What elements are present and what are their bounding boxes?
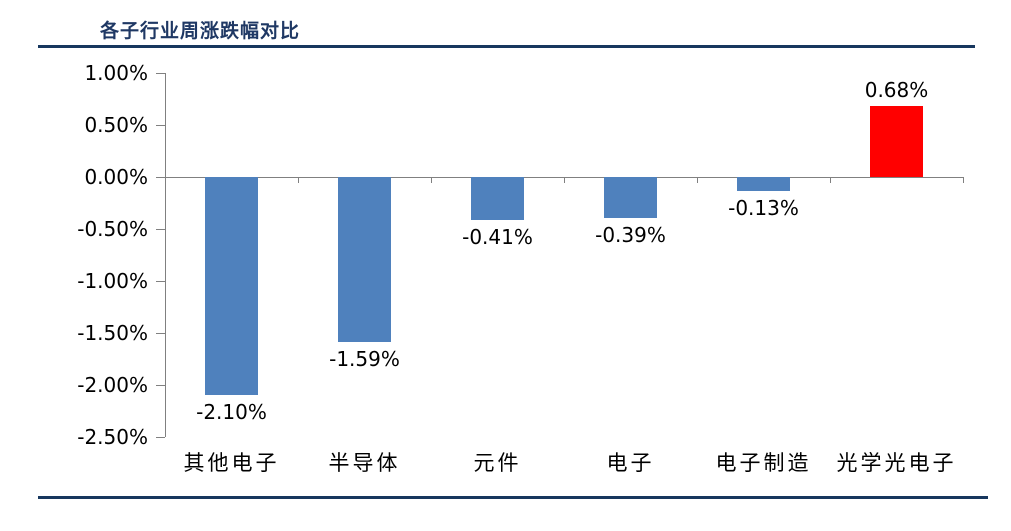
y-tick-label: -1.50% bbox=[77, 321, 148, 345]
category-label: 半导体 bbox=[328, 451, 401, 475]
category-tick-mark bbox=[564, 177, 565, 183]
bottom-divider-rule bbox=[38, 496, 988, 499]
y-tick-label: 0.00% bbox=[84, 165, 148, 189]
bar-value-label: -1.59% bbox=[329, 347, 400, 372]
y-tick-label: -2.00% bbox=[77, 373, 148, 397]
y-tick-label: -0.50% bbox=[77, 217, 148, 241]
chart-title: 各子行业周涨跌幅对比 bbox=[100, 20, 301, 42]
category-tick-mark bbox=[431, 177, 432, 183]
category-tick-mark bbox=[165, 177, 166, 183]
y-tick-label: -2.50% bbox=[77, 425, 148, 449]
bar-value-label: 0.68% bbox=[864, 78, 929, 103]
y-tick-mark bbox=[156, 333, 165, 334]
category-label: 光学光电子 bbox=[836, 451, 957, 475]
bar bbox=[471, 177, 524, 220]
y-tick-mark bbox=[156, 437, 165, 438]
y-tick-mark bbox=[156, 385, 165, 386]
category-tick-mark bbox=[298, 177, 299, 183]
y-tick-label: 1.00% bbox=[84, 61, 148, 85]
top-divider-rule bbox=[38, 45, 975, 48]
category-tick-mark bbox=[697, 177, 698, 183]
bar bbox=[338, 177, 391, 343]
y-tick-label: -1.00% bbox=[77, 269, 148, 293]
y-tick-label: 0.50% bbox=[84, 113, 148, 137]
bar-value-label: -0.41% bbox=[462, 224, 533, 249]
y-tick-mark bbox=[156, 177, 165, 178]
category-label: 电子制造 bbox=[715, 451, 812, 475]
bar bbox=[870, 106, 923, 177]
y-tick-mark bbox=[156, 125, 165, 126]
bar-value-label: -0.39% bbox=[595, 222, 666, 247]
category-label: 电子 bbox=[606, 451, 655, 475]
bar bbox=[604, 177, 657, 218]
category-tick-mark bbox=[830, 177, 831, 183]
y-tick-mark bbox=[156, 73, 165, 74]
y-tick-mark bbox=[156, 281, 165, 282]
bar bbox=[205, 177, 258, 396]
bar-value-label: -0.13% bbox=[728, 195, 799, 220]
category-label: 元件 bbox=[473, 451, 522, 475]
bar-value-label: -2.10% bbox=[196, 400, 267, 425]
y-tick-mark bbox=[156, 229, 165, 230]
y-axis-line bbox=[165, 73, 166, 437]
category-tick-mark bbox=[963, 177, 964, 183]
bar bbox=[737, 177, 790, 191]
category-label: 其他电子 bbox=[183, 451, 280, 475]
